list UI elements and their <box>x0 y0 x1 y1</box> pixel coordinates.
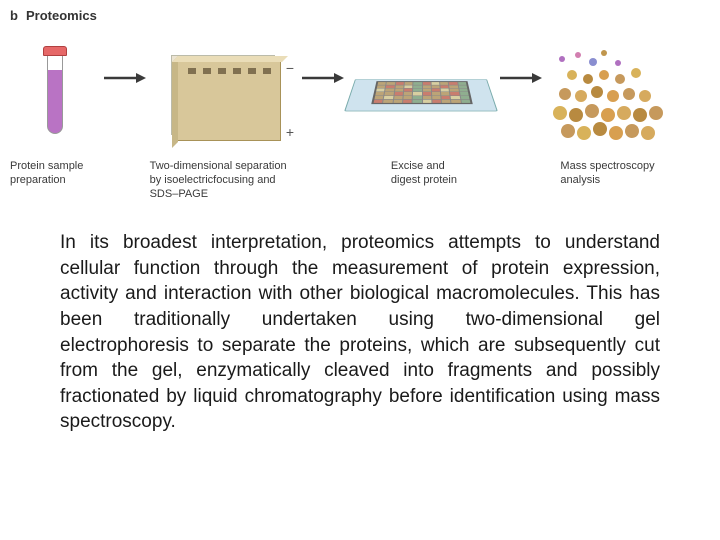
caption-row: Protein sample preparation Two-dimension… <box>10 160 710 201</box>
step-2d-gel: − + <box>148 28 298 158</box>
step-excise-digest <box>346 28 496 158</box>
arrow-icon <box>100 13 148 143</box>
gel-plate-icon <box>346 58 496 128</box>
description-paragraph: In its broadest interpretation, proteomi… <box>60 230 660 435</box>
caption-step-3: Excise and digest protein <box>391 160 561 201</box>
step-mass-spec <box>544 28 674 158</box>
caption-step-2: Two-dimensional separation by isoelectri… <box>150 160 349 201</box>
mass-spec-dots-icon <box>549 48 669 138</box>
gel-apparatus-icon: − + <box>163 43 283 143</box>
plus-icon: + <box>286 124 294 140</box>
workflow-diagram: − + <box>10 28 710 158</box>
arrow-icon <box>298 13 346 143</box>
arrow-icon <box>496 13 544 143</box>
caption-step-4: Mass spectroscopy analysis <box>560 160 710 201</box>
step-protein-sample <box>10 28 100 158</box>
test-tube-icon <box>41 46 69 141</box>
panel-letter: b <box>10 8 18 23</box>
minus-icon: − <box>286 60 294 76</box>
panel-title: Proteomics <box>26 8 97 23</box>
caption-step-1: Protein sample preparation <box>10 160 106 201</box>
